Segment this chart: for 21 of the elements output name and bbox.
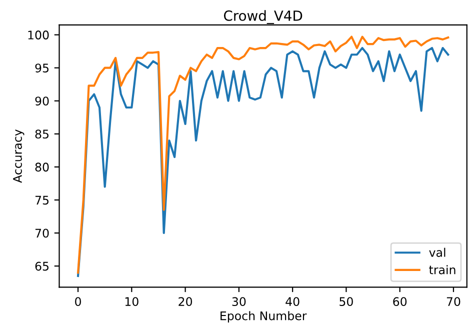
x-tick-label: 0 (75, 297, 81, 306)
x-axis-title: Epoch Number (220, 311, 307, 323)
legend-label: train (429, 265, 456, 274)
chart-title: Crowd_V4D (224, 10, 302, 24)
y-tick-label: 80 (35, 162, 49, 172)
x-tick-label: 60 (393, 297, 407, 306)
x-tick-label: 30 (232, 297, 246, 306)
x-tick-label: 70 (446, 297, 460, 306)
x-tick-label: 50 (340, 297, 353, 306)
y-tick-label: 75 (35, 196, 48, 205)
x-tick-label: 20 (178, 297, 192, 306)
y-tick-label: 100 (28, 30, 49, 40)
x-tick-label: 40 (286, 297, 300, 306)
y-tick-label: 85 (35, 130, 48, 139)
y-tick-label: 65 (35, 262, 48, 271)
y-tick-label: 95 (35, 64, 48, 72)
y-tick-label: 70 (35, 228, 49, 238)
y-tick-label: 90 (35, 96, 49, 106)
x-tick-label: 10 (125, 297, 138, 306)
legend-label: val (429, 248, 446, 257)
y-axis-title: Accuracy (13, 129, 24, 183)
